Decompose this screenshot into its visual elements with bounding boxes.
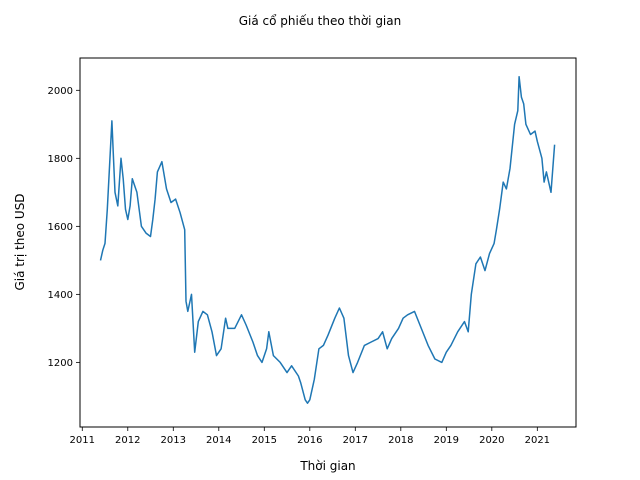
y-tick-label: 1600 bbox=[48, 222, 73, 233]
y-tick-label: 1200 bbox=[48, 358, 73, 369]
plot-area bbox=[79, 57, 577, 428]
x-tick-label: 2015 bbox=[252, 435, 277, 446]
x-tick-label: 2021 bbox=[525, 435, 550, 446]
x-tick-label: 2014 bbox=[206, 435, 231, 446]
y-axis: 1200 1400 1600 1800 2000 bbox=[48, 86, 80, 369]
x-tick-label: 2016 bbox=[297, 435, 322, 446]
x-tick-label: 2012 bbox=[115, 435, 140, 446]
y-axis-title: Giá trị theo USD bbox=[13, 193, 27, 290]
x-tick-label: 2011 bbox=[70, 435, 95, 446]
y-tick-label: 2000 bbox=[48, 86, 73, 97]
x-axis: 2011 2012 2013 2014 2015 2016 2017 2018 2019 2020… bbox=[70, 427, 550, 446]
x-tick-label: 2018 bbox=[388, 435, 413, 446]
y-tick-label: 1800 bbox=[48, 154, 73, 165]
x-tick-label: 2013 bbox=[161, 435, 186, 446]
x-tick-label: 2020 bbox=[479, 435, 504, 446]
chart-title: Giá cổ phiếu theo thời gian bbox=[239, 14, 401, 28]
x-axis-title: Thời gian bbox=[299, 459, 355, 473]
series-line bbox=[99, 75, 556, 404]
y-tick-label: 1400 bbox=[48, 290, 73, 301]
x-tick-label: 2017 bbox=[343, 435, 368, 446]
x-tick-label: 2019 bbox=[434, 435, 459, 446]
